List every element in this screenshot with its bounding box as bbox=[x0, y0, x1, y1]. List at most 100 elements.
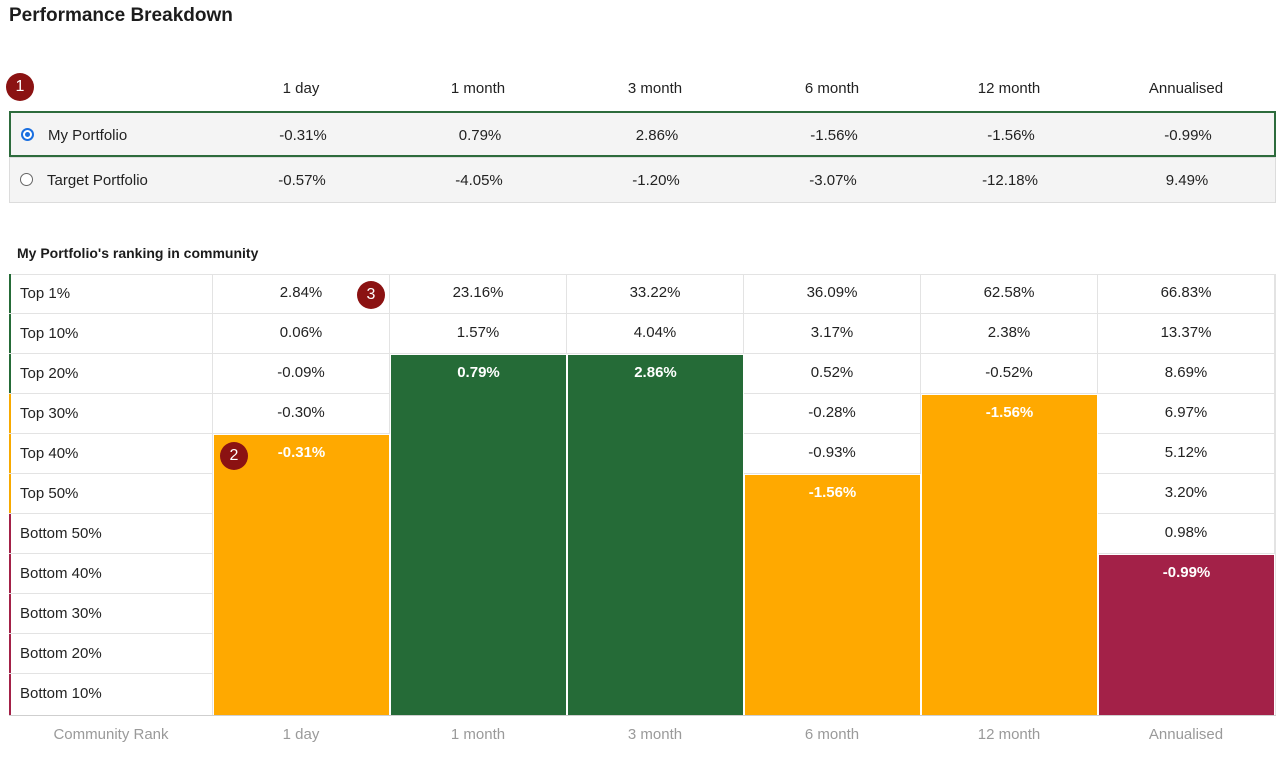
rank-threshold-cell: 66.83% bbox=[1098, 274, 1275, 314]
ranking-footer-label: Community Rank bbox=[53, 726, 169, 743]
portfolio-row-my-portfolio[interactable]: My Portfolio -0.31% 0.79% 2.86% -1.56% -1.56%… bbox=[9, 111, 1276, 157]
rank-tier-text: Top 10% bbox=[20, 325, 79, 342]
ranking-footer-period: 1 day bbox=[282, 726, 320, 743]
portfolio-return-value: -3.07% bbox=[809, 172, 857, 189]
portfolio-name: My Portfolio bbox=[48, 127, 128, 144]
rank-threshold-cell: -0.28% bbox=[744, 394, 921, 434]
rank-threshold-cell: 0.98% bbox=[1098, 514, 1275, 554]
ranking-footer-period: 1 month bbox=[450, 726, 506, 743]
rank-tier-color-edge bbox=[9, 634, 11, 673]
portfolio-rank-value: -1.56% bbox=[985, 404, 1034, 421]
rank-tier-text: Bottom 30% bbox=[20, 605, 102, 622]
portfolio-rank-bar: -0.31% bbox=[214, 435, 389, 715]
rank-threshold-cell: 3.20% bbox=[1098, 474, 1275, 514]
period-header: 6 month bbox=[804, 80, 860, 97]
portfolio-rank-bar: 2.86% bbox=[568, 355, 743, 715]
rank-threshold-cell: 23.16% bbox=[390, 274, 567, 314]
ranking-footer-period: 12 month bbox=[977, 726, 1041, 743]
rank-tier-label: Bottom 50% bbox=[9, 514, 213, 554]
step-badge-3: 3 bbox=[357, 281, 385, 309]
rank-tier-label: Bottom 40% bbox=[9, 554, 213, 594]
rank-threshold-cell: 13.37% bbox=[1098, 314, 1275, 354]
portfolio-rank-value: -1.56% bbox=[808, 484, 857, 501]
rank-threshold-cell: -0.09% bbox=[213, 354, 390, 394]
rank-tier-color-edge bbox=[9, 314, 11, 353]
rank-threshold-cell: 4.04% bbox=[567, 314, 744, 354]
rank-tier-text: Bottom 50% bbox=[20, 525, 102, 542]
rank-threshold-cell: -0.52% bbox=[921, 354, 1098, 394]
portfolio-return-value: -0.99% bbox=[1164, 127, 1212, 144]
rank-threshold-cell: 36.09% bbox=[744, 274, 921, 314]
rank-tier-label: Top 1% bbox=[9, 274, 213, 314]
portfolio-row-target-portfolio[interactable]: Target Portfolio -0.57% -4.05% -1.20% -3.07%… bbox=[9, 157, 1276, 203]
rank-tier-color-edge bbox=[9, 354, 11, 393]
portfolio-return-value: -1.56% bbox=[810, 127, 858, 144]
rank-tier-color-edge bbox=[9, 594, 11, 633]
rank-tier-color-edge bbox=[9, 674, 11, 715]
rank-tier-text: Top 50% bbox=[20, 485, 79, 502]
rank-threshold-cell: 8.69% bbox=[1098, 354, 1275, 394]
rank-tier-label: Bottom 30% bbox=[9, 594, 213, 634]
page-title: Performance Breakdown bbox=[9, 5, 233, 26]
ranking-grid: Top 1% Top 10% Top 20% Top 30% Top 40% Top 50… bbox=[9, 274, 1276, 716]
rank-tier-color-edge bbox=[9, 474, 11, 513]
rank-tier-color-edge bbox=[9, 554, 11, 593]
rank-tier-text: Top 1% bbox=[20, 285, 71, 302]
rank-tier-text: Bottom 20% bbox=[20, 645, 102, 662]
rank-tier-label: Top 10% bbox=[9, 314, 213, 354]
rank-threshold-cell: 2.38% bbox=[921, 314, 1098, 354]
rank-tier-text: Top 40% bbox=[20, 445, 79, 462]
rank-tier-color-edge bbox=[9, 274, 11, 313]
step-badge-2: 2 bbox=[220, 442, 248, 470]
rank-tier-text: Bottom 10% bbox=[20, 685, 102, 702]
rank-threshold-cell: -0.30% bbox=[213, 394, 390, 434]
rank-threshold-cell: 6.97% bbox=[1098, 394, 1275, 434]
period-header: 12 month bbox=[977, 80, 1041, 97]
ranking-footer-period: 3 month bbox=[627, 726, 683, 743]
portfolio-return-value: -0.31% bbox=[279, 127, 327, 144]
portfolio-rank-bar: -1.56% bbox=[745, 475, 920, 715]
rank-tier-text: Top 30% bbox=[20, 405, 79, 422]
rank-tier-label: Top 30% bbox=[9, 394, 213, 434]
ranking-footer-period: Annualised bbox=[1148, 726, 1224, 743]
rank-threshold-cell: 62.58% bbox=[921, 274, 1098, 314]
rank-threshold-cell: 0.06% bbox=[213, 314, 390, 354]
period-header-row: 1 day 1 month 3 month 6 month 12 month A… bbox=[0, 80, 1283, 102]
rank-threshold-cell: 5.12% bbox=[1098, 434, 1275, 474]
portfolio-radio[interactable] bbox=[20, 173, 33, 186]
ranking-footer-row: Community Rank 1 day 1 month 3 month 6 mont… bbox=[0, 726, 1283, 746]
step-badge-1: 1 bbox=[6, 73, 34, 101]
rank-tier-label: Top 40% bbox=[9, 434, 213, 474]
rank-tier-color-edge bbox=[9, 434, 11, 473]
rank-tier-label: Top 50% bbox=[9, 474, 213, 514]
rank-tier-label: Bottom 20% bbox=[9, 634, 213, 674]
portfolio-return-value: 2.86% bbox=[635, 127, 679, 144]
period-header: Annualised bbox=[1148, 80, 1224, 97]
portfolio-rank-value: -0.31% bbox=[277, 444, 326, 461]
ranking-footer-period: 6 month bbox=[804, 726, 860, 743]
portfolio-rank-value: 0.79% bbox=[457, 364, 500, 381]
rank-threshold-cell: 0.52% bbox=[744, 354, 921, 394]
rank-threshold-cell: 33.22% bbox=[567, 274, 744, 314]
rank-tier-color-edge bbox=[9, 394, 11, 433]
rank-threshold-cell: -0.93% bbox=[744, 434, 921, 474]
ranking-section-title: My Portfolio's ranking in community bbox=[17, 245, 259, 261]
rank-tier-text: Top 20% bbox=[20, 365, 79, 382]
portfolio-rank-bar: -0.99% bbox=[1099, 555, 1274, 715]
portfolio-rank-value: -0.99% bbox=[1162, 564, 1211, 581]
portfolio-return-value: -4.05% bbox=[455, 172, 503, 189]
period-header: 1 month bbox=[450, 80, 506, 97]
rank-threshold-cell: 2.84% bbox=[213, 274, 390, 314]
period-header: 1 day bbox=[282, 80, 320, 97]
rank-tier-label: Top 20% bbox=[9, 354, 213, 394]
portfolio-rank-value: 2.86% bbox=[634, 364, 677, 381]
portfolio-return-value: 0.79% bbox=[458, 127, 502, 144]
period-header: 3 month bbox=[627, 80, 683, 97]
portfolio-return-value: -1.20% bbox=[632, 172, 680, 189]
portfolio-return-value: 9.49% bbox=[1165, 172, 1209, 189]
portfolio-rank-bar: 0.79% bbox=[391, 355, 566, 715]
portfolio-radio[interactable] bbox=[21, 128, 34, 141]
rank-tier-text: Bottom 40% bbox=[20, 565, 102, 582]
portfolio-return-value: -12.18% bbox=[982, 172, 1038, 189]
portfolio-return-value: -0.57% bbox=[278, 172, 326, 189]
